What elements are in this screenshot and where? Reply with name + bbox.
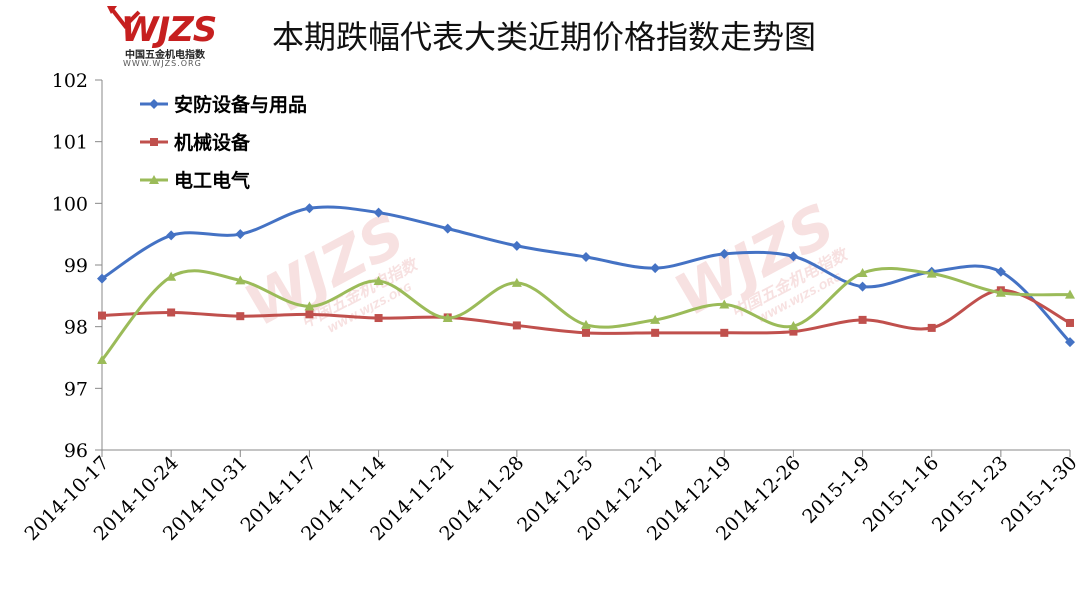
data-point [304, 301, 315, 311]
data-point [98, 311, 106, 320]
data-point [512, 321, 521, 330]
data-point [857, 268, 868, 278]
chart-title: 本期跌幅代表大类近期价格指数走势图 [272, 18, 817, 56]
data-point [1066, 318, 1074, 327]
y-tick-label: 101 [52, 132, 88, 154]
data-point [788, 251, 799, 262]
logo-mark: WJZS [121, 10, 217, 50]
data-point [582, 328, 590, 337]
data-point [373, 276, 384, 286]
data-point [581, 319, 591, 329]
logo-name: 中国五金机电指数 [125, 50, 205, 61]
data-point [97, 273, 107, 284]
legend-marker [149, 99, 159, 109]
legend-label: 安防设备与用品 [174, 93, 307, 116]
data-point [442, 313, 453, 323]
series-layer [97, 203, 1075, 364]
logo-url: WWW.WJZS.ORG [123, 59, 202, 68]
legend-item-3: 电工电气 [140, 169, 250, 192]
legend-marker [149, 175, 159, 184]
data-point [720, 328, 729, 337]
data-point [581, 251, 591, 262]
data-point [1065, 289, 1075, 299]
series-2 [98, 286, 1074, 337]
data-point [719, 248, 730, 259]
series-3 [97, 267, 1075, 364]
data-point [236, 312, 245, 321]
data-point [1065, 337, 1075, 348]
series-line [100, 267, 1071, 361]
data-point [97, 354, 107, 364]
data-point [995, 287, 1006, 297]
data-point [651, 328, 660, 337]
y-tick-label: 100 [52, 193, 88, 215]
data-point [511, 277, 522, 287]
wjzs-logo: WJZS 中国五金机电指数 WWW.WJZS.ORG [105, 4, 225, 70]
data-point [235, 275, 246, 285]
data-point [511, 240, 522, 251]
y-tick-label: 97 [64, 378, 88, 400]
legend-label: 机械设备 [174, 131, 251, 154]
logo-arrow-icon [107, 6, 141, 30]
data-point [857, 281, 868, 292]
data-point [995, 266, 1006, 277]
data-point [719, 299, 730, 309]
data-point [650, 314, 661, 324]
legend-item-1: 安防设备与用品 [140, 93, 307, 116]
y-tick-label: 99 [64, 255, 88, 277]
data-point [374, 314, 383, 323]
data-point [166, 230, 177, 241]
data-point [373, 207, 384, 218]
legend-marker [150, 138, 158, 146]
data-point [789, 327, 798, 336]
data-point [858, 315, 867, 324]
data-point [650, 263, 661, 274]
data-point [305, 310, 314, 319]
data-point [927, 323, 936, 332]
data-point [442, 223, 453, 234]
data-point [235, 229, 246, 240]
data-point [166, 271, 177, 281]
data-point [788, 321, 799, 331]
data-point [167, 308, 176, 317]
x-tick-label: 2015-1-30 [997, 452, 1081, 536]
legend-label: 电工电气 [174, 169, 250, 192]
y-tick-label: 102 [52, 70, 88, 92]
data-point [926, 268, 937, 278]
y-tick-label: 96 [64, 440, 88, 462]
legend-item-2: 机械设备 [140, 131, 251, 154]
data-point [304, 203, 315, 214]
y-tick-label: 98 [64, 317, 88, 339]
